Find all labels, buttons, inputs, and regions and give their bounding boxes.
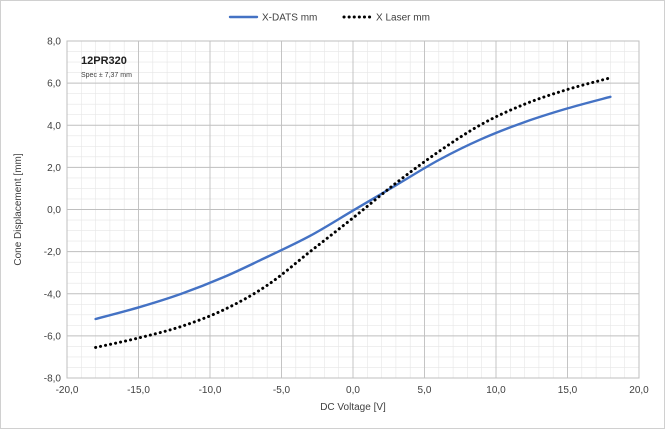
y-tick-label: 8,0 bbox=[47, 37, 61, 48]
legend-label-x-laser: X Laser mm bbox=[376, 13, 430, 24]
y-tick-label: 6,0 bbox=[47, 79, 61, 90]
y-tick-label: 0,0 bbox=[47, 205, 61, 216]
y-tick-label: 2,0 bbox=[47, 163, 61, 174]
x-axis-title: DC Voltage [V] bbox=[320, 402, 386, 413]
annotation-model-name: 12PR320 bbox=[81, 55, 127, 67]
x-tick-label: 20,0 bbox=[629, 385, 649, 396]
model-annotation: 12PR320 Spec ± 7,37 mm bbox=[81, 55, 132, 79]
series-line-x-laser bbox=[94, 76, 612, 349]
annotation-spec: Spec ± 7,37 mm bbox=[81, 72, 132, 79]
x-tick-label: -15,0 bbox=[127, 385, 150, 396]
x-tick-label: 0,0 bbox=[346, 385, 360, 396]
y-tick-label: -6,0 bbox=[44, 331, 62, 342]
series-layer bbox=[94, 76, 612, 349]
x-tick-label: -10,0 bbox=[199, 385, 222, 396]
series-line-x-dats bbox=[94, 95, 612, 321]
x-tick-label: 5,0 bbox=[418, 385, 432, 396]
x-tick-labels: -20,0 -15,0 -10,0 -5,0 0,0 5,0 10,0 15,0 20,0 bbox=[56, 385, 650, 396]
y-axis-title: Cone Displacement [mm] bbox=[13, 153, 24, 265]
legend-label-x-dats: X-DATS mm bbox=[262, 13, 317, 24]
x-tick-label: 10,0 bbox=[486, 385, 506, 396]
y-tick-label: -8,0 bbox=[44, 374, 62, 385]
legend: X-DATS mm X Laser mm bbox=[228, 13, 430, 24]
x-tick-label: -5,0 bbox=[273, 385, 291, 396]
plot-area-frame bbox=[66, 40, 640, 379]
y-tick-labels: -8,0 -6,0 -4,0 -2,0 0,0 2,0 4,0 6,0 8,0 bbox=[44, 37, 62, 385]
y-tick-label: 4,0 bbox=[47, 121, 61, 132]
x-tick-label: 15,0 bbox=[558, 385, 578, 396]
x-tick-label: -20,0 bbox=[56, 385, 79, 396]
y-tick-label: -2,0 bbox=[44, 247, 62, 258]
y-tick-label: -4,0 bbox=[44, 289, 62, 300]
